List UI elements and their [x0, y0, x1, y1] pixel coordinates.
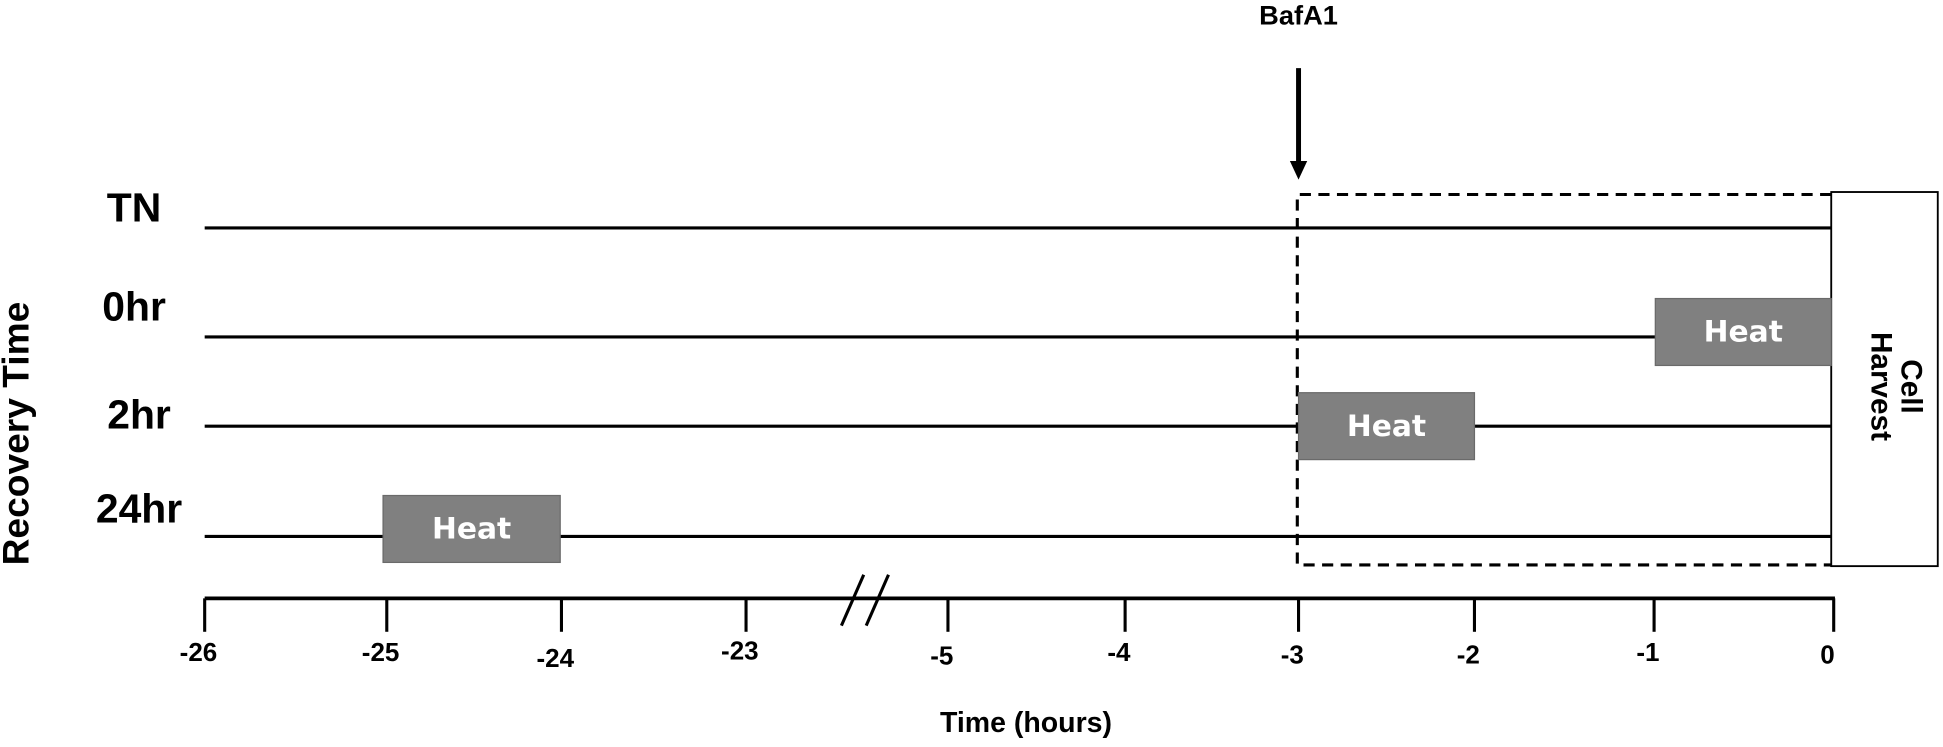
x-tick-label: 0: [1820, 639, 1834, 669]
arrow-head: [1289, 161, 1308, 180]
harvest-box: [1830, 191, 1939, 568]
heat-label: Heat: [1704, 315, 1783, 350]
x-tick-label: -26: [180, 637, 218, 667]
row-label: TN: [107, 184, 162, 230]
harvest-label: Harvest: [1865, 332, 1898, 441]
axis-break: [840, 574, 866, 627]
axis-break: [864, 574, 890, 627]
x-tick-label: -25: [362, 637, 400, 667]
row-label: 0hr: [102, 283, 166, 329]
row-label: 2hr: [107, 391, 171, 437]
heat-label: Heat: [432, 512, 511, 547]
heat-label: Heat: [1347, 409, 1426, 444]
x-tick-label: -24: [536, 643, 574, 673]
y-axis-title: Recovery Time: [0, 302, 37, 566]
x-tick-label: -5: [930, 641, 953, 671]
x-tick-label: -23: [721, 636, 759, 666]
x-tick-label: -1: [1636, 637, 1659, 667]
x-tick-label: -2: [1457, 639, 1480, 669]
heat-box: [382, 494, 561, 564]
x-axis-title: Time (hours): [940, 707, 1112, 739]
harvest-label: Cell: [1894, 359, 1927, 414]
x-tick-label: -3: [1281, 639, 1304, 669]
heat-box: [1654, 297, 1832, 367]
x-tick-label: -4: [1107, 637, 1131, 667]
annotation: BafA1: [1259, 0, 1338, 31]
bafa1-window: [1295, 192, 1832, 567]
heat-box: [1297, 392, 1476, 461]
row-label: 24hr: [96, 485, 182, 531]
